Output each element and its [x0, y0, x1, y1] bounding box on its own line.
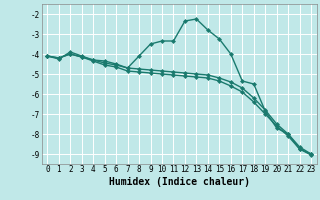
X-axis label: Humidex (Indice chaleur): Humidex (Indice chaleur): [109, 177, 250, 187]
